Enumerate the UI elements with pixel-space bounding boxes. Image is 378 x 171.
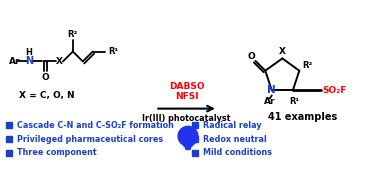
Text: Cascade C-N and C-SO₂F formation: Cascade C-N and C-SO₂F formation [17,121,174,130]
Text: R²: R² [302,61,312,70]
Text: Mild conditions: Mild conditions [203,148,272,157]
Text: Ar: Ar [9,57,21,66]
Bar [192,122,198,128]
Bar [6,150,12,156]
Bar [192,136,198,142]
Text: H: H [26,48,33,57]
Bar [6,136,12,142]
Text: Privileged pharmaceutical cores: Privileged pharmaceutical cores [17,135,163,144]
Polygon shape [185,147,191,149]
Text: O: O [41,73,49,82]
Text: R¹: R¹ [108,47,119,56]
Text: 41 examples: 41 examples [268,113,337,122]
Circle shape [178,126,198,146]
Text: O: O [248,51,256,61]
Text: Radical relay: Radical relay [203,121,262,130]
Bar [6,122,12,128]
Bar [192,150,198,156]
Text: N: N [267,86,276,95]
Text: Redox neutral: Redox neutral [203,135,266,144]
Text: SO₂F: SO₂F [322,86,347,95]
Text: X: X [56,57,62,66]
Text: Ir(III) photocatalyst: Ir(III) photocatalyst [143,114,231,123]
Text: DABSO: DABSO [169,82,204,91]
Text: Three component: Three component [17,148,97,157]
Text: X: X [279,47,286,56]
Text: R²: R² [68,30,78,39]
Text: NFSI: NFSI [175,92,198,101]
Text: N: N [25,56,33,66]
Text: X = C, O, N: X = C, O, N [19,91,75,100]
Text: R¹: R¹ [290,97,300,106]
Polygon shape [183,142,194,147]
Text: Ar: Ar [264,97,276,106]
